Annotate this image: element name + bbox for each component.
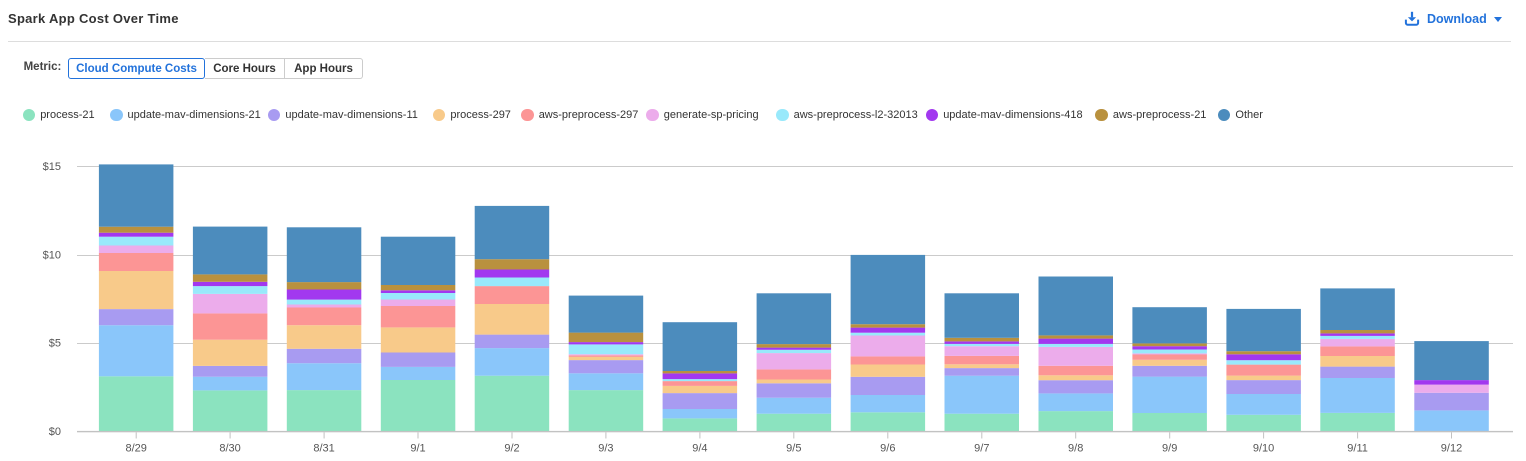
svg-text:$10: $10 [43,249,61,261]
svg-text:9/10: 9/10 [1253,443,1274,455]
svg-text:9/12: 9/12 [1441,443,1462,455]
svg-text:9/9: 9/9 [1162,443,1177,455]
svg-text:9/3: 9/3 [598,443,613,455]
svg-text:9/1: 9/1 [410,443,425,455]
svg-text:$5: $5 [49,338,61,350]
svg-text:8/30: 8/30 [219,443,240,455]
svg-text:9/8: 9/8 [1068,443,1083,455]
svg-text:9/11: 9/11 [1347,443,1368,455]
svg-text:8/29: 8/29 [125,443,146,455]
svg-text:9/4: 9/4 [692,443,707,455]
svg-text:9/7: 9/7 [974,443,989,455]
svg-text:9/5: 9/5 [786,443,801,455]
svg-text:9/2: 9/2 [504,443,519,455]
svg-text:9/6: 9/6 [880,443,895,455]
svg-text:$15: $15 [43,161,61,173]
svg-text:8/31: 8/31 [313,443,334,455]
svg-text:$0: $0 [49,426,61,438]
